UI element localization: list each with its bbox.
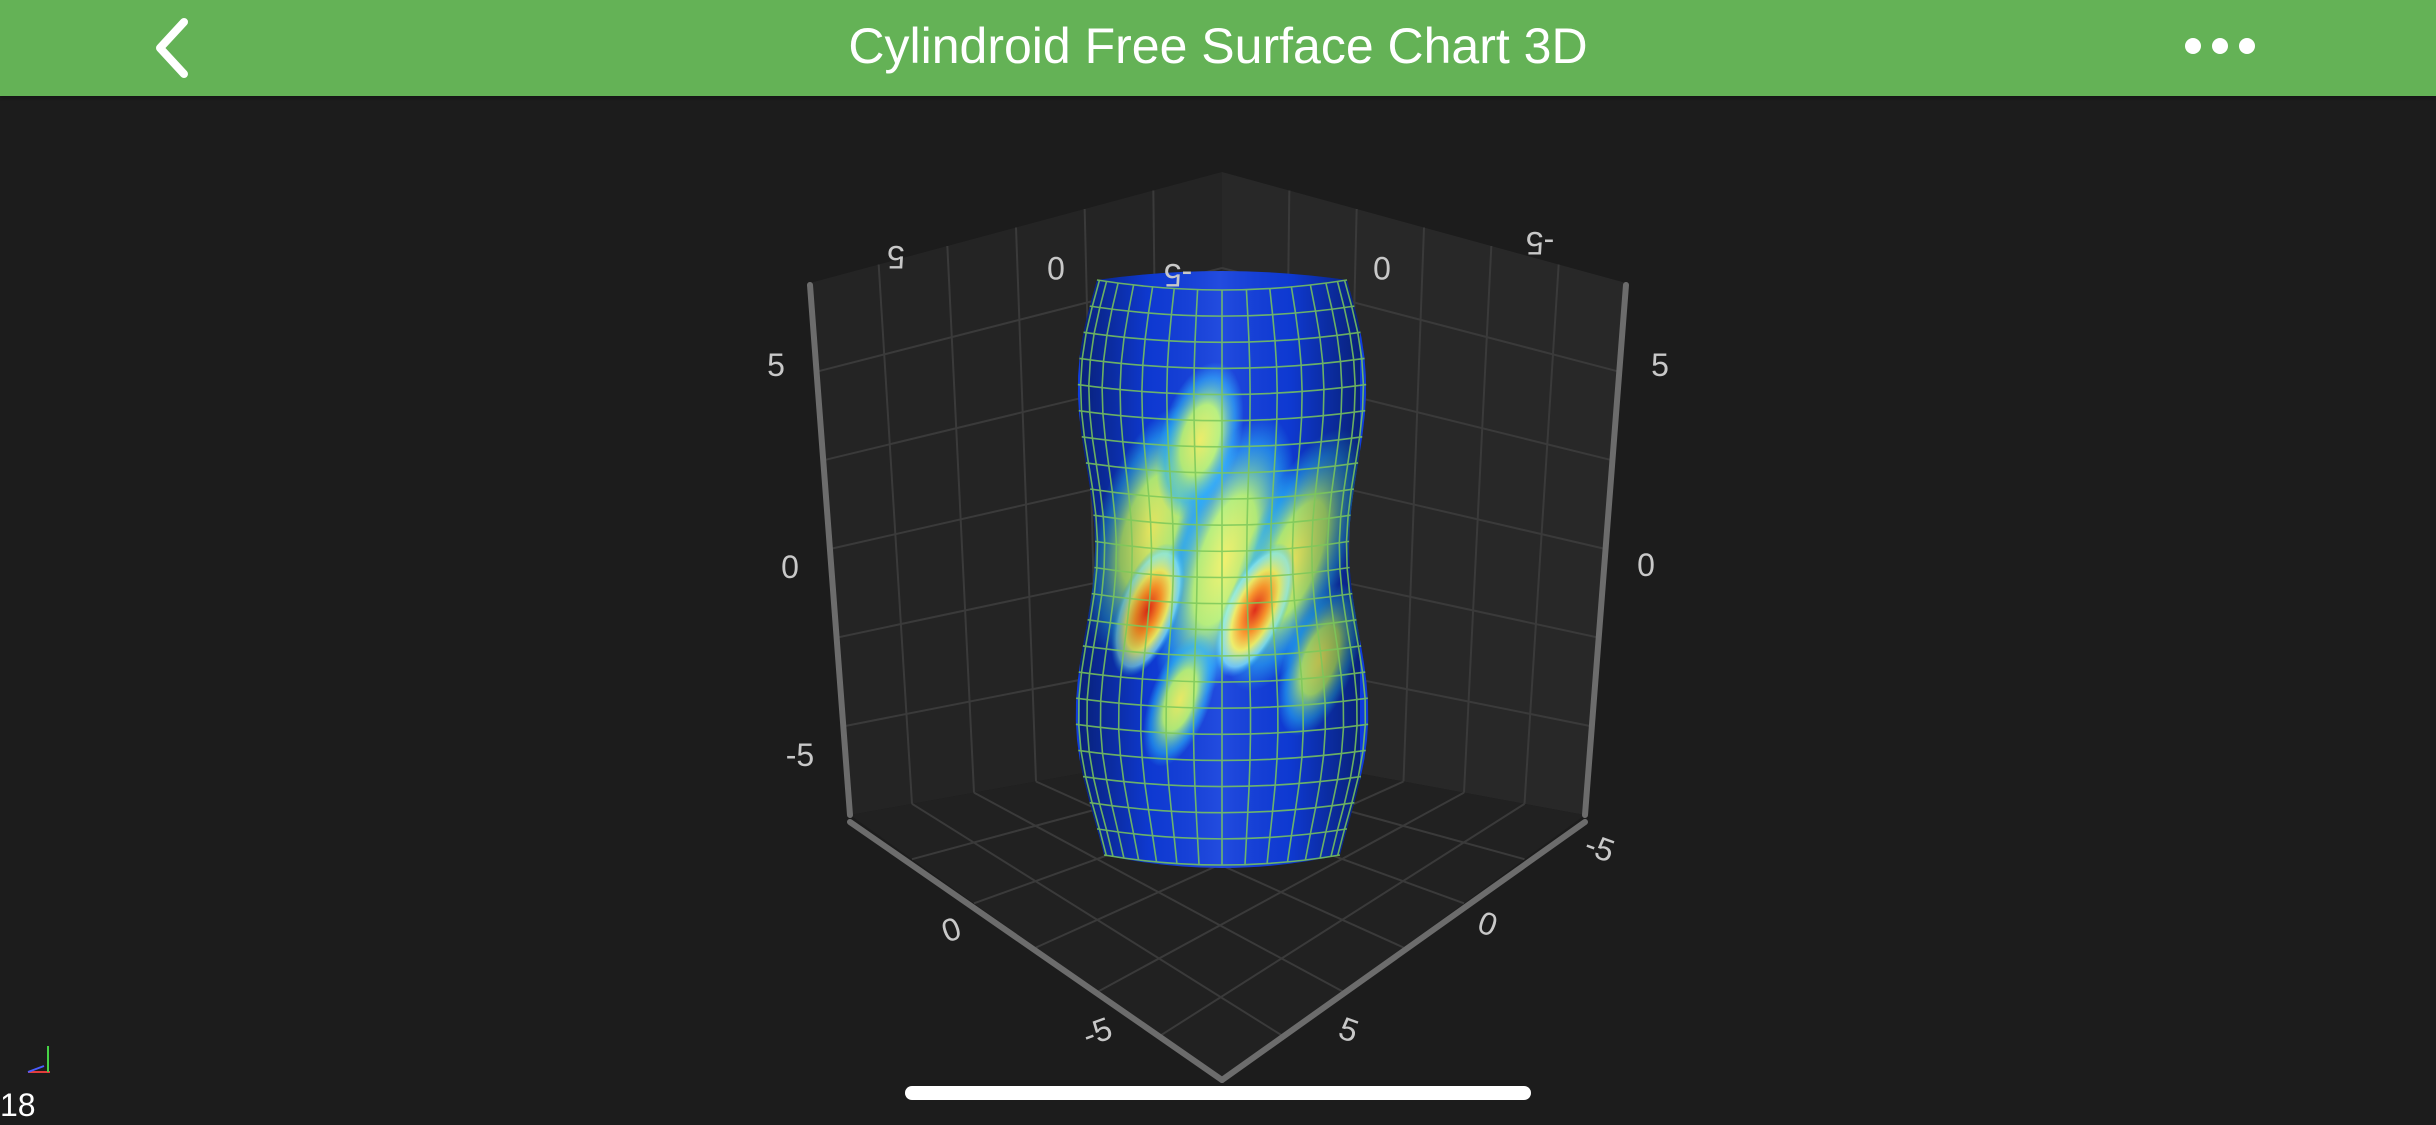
fps-counter: 18 xyxy=(0,1087,36,1123)
axis-frame xyxy=(807,282,1629,1083)
page-title: Cylindroid Free Surface Chart 3D xyxy=(848,18,1588,74)
chart-area[interactable]: 5 0 -5 5 0 5 0 -5 0 -5 0 -5 -5 0 5 xyxy=(0,96,2436,1125)
chart-3d-surface[interactable]: 5 0 -5 5 0 5 0 -5 0 -5 0 -5 -5 0 5 xyxy=(0,96,2436,1125)
x-tick-top-5: 5 xyxy=(887,239,905,275)
chevron-left-icon xyxy=(156,18,188,78)
home-indicator[interactable] xyxy=(905,1086,1531,1100)
cylindroid-surface[interactable] xyxy=(1058,270,1394,870)
x-axis-floor xyxy=(847,819,1225,1083)
z-axis-right xyxy=(1582,282,1629,818)
surface-shading xyxy=(1080,271,1360,868)
app-header: Cylindroid Free Surface Chart 3D xyxy=(0,0,2436,96)
x-tick-top-neg5: -5 xyxy=(1164,257,1192,293)
z-tick-left-0: 0 xyxy=(781,549,799,585)
ellipsis-icon xyxy=(2185,38,2255,54)
y-tick-top-neg5: -5 xyxy=(1526,225,1554,261)
x-tick-top-0: 0 xyxy=(1047,250,1065,286)
y-tick-top-0: 0 xyxy=(1373,250,1391,286)
z-axis-left xyxy=(807,282,853,818)
y-tick-floor-0: 0 xyxy=(1473,904,1502,944)
z-tick-right-5: 5 xyxy=(1651,347,1669,383)
back-button[interactable] xyxy=(140,12,212,84)
z-tick-left-neg5: -5 xyxy=(786,737,814,773)
axis-triad-icon xyxy=(27,1046,50,1073)
x-tick-floor-neg5: -5 xyxy=(1078,1010,1117,1054)
surface-wireframe xyxy=(1075,279,1369,866)
more-options-button[interactable] xyxy=(2180,16,2260,76)
z-tick-left-5: 5 xyxy=(767,347,785,383)
x-tick-floor-0: 0 xyxy=(937,910,966,950)
y-tick-floor-neg5: -5 xyxy=(1580,826,1619,870)
z-tick-right-0: 0 xyxy=(1637,547,1655,583)
y-axis-floor xyxy=(1219,819,1588,1083)
y-tick-floor-5: 5 xyxy=(1334,1010,1363,1050)
surface-colormap xyxy=(1080,271,1365,868)
floor xyxy=(850,748,1585,1080)
